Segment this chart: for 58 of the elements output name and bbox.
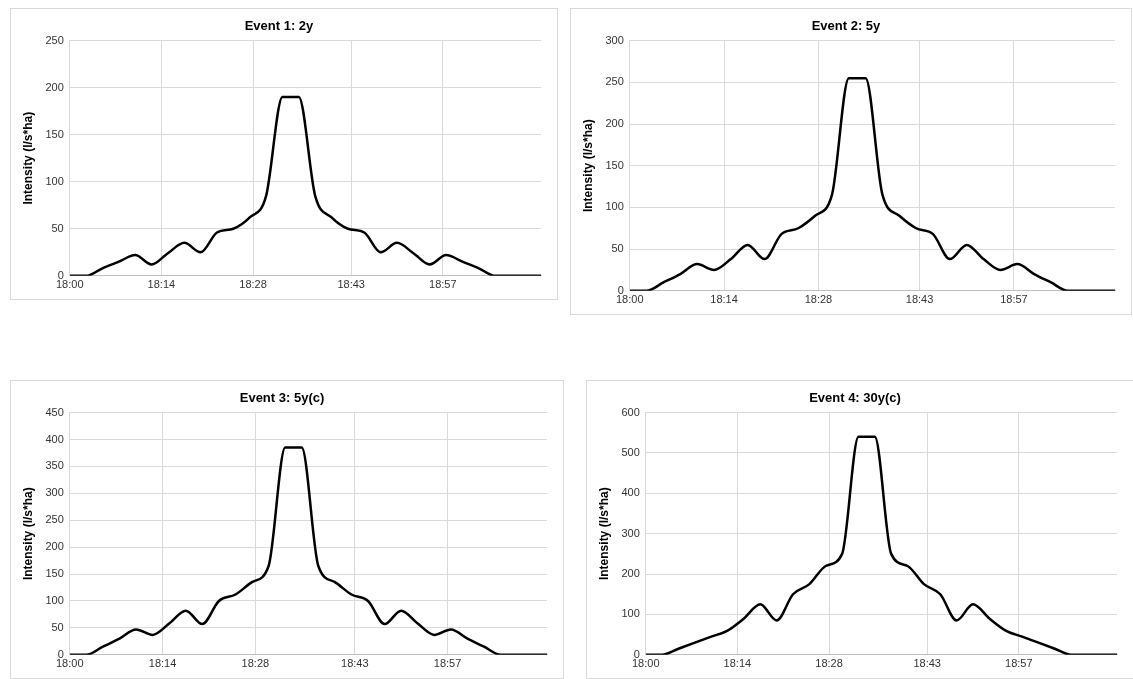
y-tick-label: 100 [605, 200, 624, 213]
y-tick-label: 0 [633, 647, 640, 660]
y-axis-title: Intensity (l/s*ha) [20, 487, 35, 581]
y-tick-label: 100 [621, 607, 640, 620]
x-tick-label: 18:14 [723, 657, 752, 670]
y-tick-label: 0 [617, 283, 624, 296]
y-tick-label: 450 [45, 405, 64, 418]
y-tick-label: 250 [45, 513, 64, 526]
y-tick-label: 500 [621, 446, 640, 458]
x-tick-label: 18:43 [913, 657, 941, 670]
y-tick-label: 50 [51, 221, 64, 234]
x-tick-label: 18:14 [147, 278, 176, 291]
y-tick-label: 250 [605, 75, 624, 88]
y-tick-label: 300 [605, 33, 624, 46]
x-tick-label: 18:57 [433, 657, 462, 670]
x-tick-label: 18:00 [55, 657, 84, 670]
x-tick-label: 18:28 [804, 293, 833, 306]
x-tick-label: 18:14 [710, 293, 738, 306]
x-tick-label: 18:00 [615, 293, 644, 306]
chart-title: Event 3: 5y(c) [239, 390, 325, 406]
x-tick-label: 18:43 [337, 278, 365, 291]
x-tick-label: 18:57 [1000, 293, 1028, 306]
y-tick-label: 50 [611, 242, 624, 255]
y-tick-label: 250 [45, 33, 64, 46]
chart-title: Event 1: 2y [244, 18, 315, 34]
y-tick-label: 50 [51, 620, 64, 633]
x-tick-label: 18:57 [1005, 657, 1033, 670]
x-tick-label: 18:43 [341, 657, 369, 670]
y-tick-label: 600 [621, 405, 640, 418]
y-axis-title: Intensity (l/s*ha) [580, 119, 595, 213]
y-tick-label: 0 [57, 268, 64, 281]
y-tick-label: 200 [621, 567, 640, 580]
y-tick-label: 200 [605, 117, 624, 130]
x-tick-label: 18:00 [55, 278, 84, 291]
y-tick-label: 400 [621, 486, 640, 499]
y-tick-label: 0 [57, 647, 64, 660]
x-tick-label: 18:00 [631, 657, 660, 670]
x-tick-label: 18:28 [815, 657, 843, 670]
x-tick-label: 18:28 [239, 278, 267, 291]
x-tick-label: 18:14 [148, 657, 177, 670]
y-tick-label: 150 [45, 127, 64, 140]
y-tick-label: 100 [45, 594, 64, 607]
y-axis-title: Intensity (l/s*ha) [20, 111, 35, 205]
y-tick-label: 150 [45, 567, 64, 580]
x-tick-label: 18:57 [429, 278, 457, 291]
x-tick-label: 18:43 [905, 293, 934, 306]
y-tick-label: 100 [45, 174, 64, 187]
y-tick-label: 400 [45, 432, 64, 445]
chart-title: Event 2: 5y [811, 18, 882, 34]
y-tick-label: 200 [45, 540, 64, 553]
chart-title: Event 4: 30y(c) [809, 390, 901, 406]
y-axis-title: Intensity (l/s*ha) [596, 487, 611, 581]
y-tick-label: 200 [45, 80, 64, 93]
y-tick-label: 150 [605, 158, 624, 171]
x-tick-label: 18:28 [241, 657, 270, 670]
y-tick-label: 350 [45, 459, 64, 472]
y-tick-label: 300 [45, 486, 64, 499]
y-tick-label: 300 [621, 526, 640, 539]
